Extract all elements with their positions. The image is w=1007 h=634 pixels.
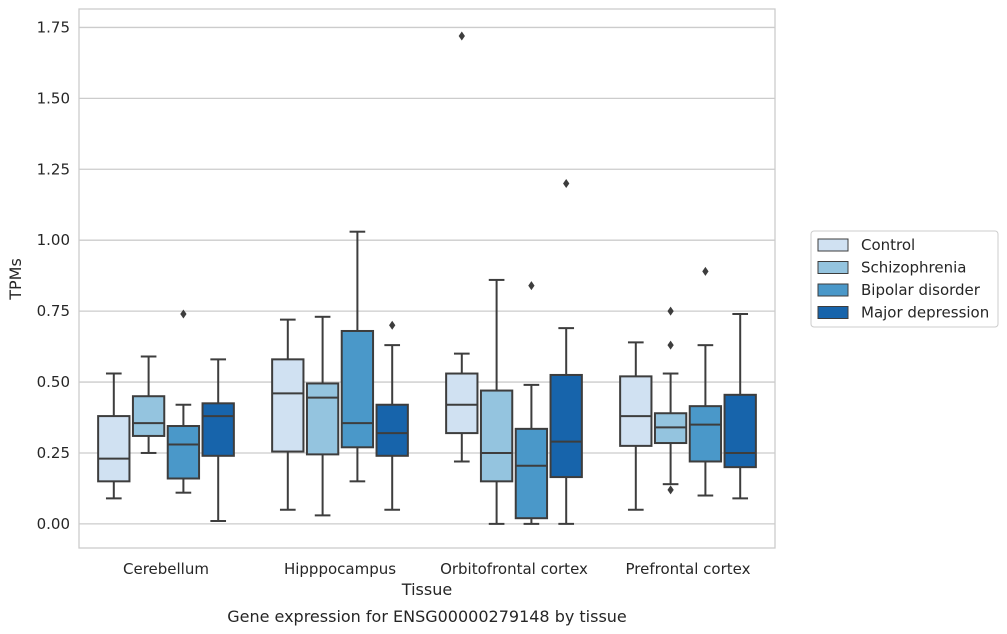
legend-item: Major depression [817, 304, 989, 322]
outlier-point [389, 320, 396, 330]
series-bipolar-disorder [166, 230, 723, 525]
box-body [723, 393, 757, 469]
legend-item: Bipolar disorder [817, 281, 981, 299]
x-axis-ticks: Cerebellum Hipppocampus Orbitofrontal cort… [123, 560, 751, 578]
y-tick-label: 1.50 [37, 89, 70, 107]
box-body [271, 358, 305, 453]
x-tick-label: Hipppocampus [284, 560, 396, 578]
legend-swatch [817, 261, 849, 274]
box-body [97, 415, 131, 483]
legend-item: Schizophrenia [817, 259, 966, 277]
box-body [340, 329, 375, 449]
box [688, 266, 723, 497]
box [619, 341, 653, 511]
y-axis-label: TPMs [6, 258, 25, 301]
outlier-point [667, 306, 674, 316]
x-tick-label: Orbitofrontal cortex [440, 560, 588, 578]
legend-swatch [817, 238, 849, 252]
box [514, 281, 549, 525]
series-control [97, 31, 653, 511]
y-tick-label: 0.25 [37, 444, 70, 462]
series-schizophrenia [131, 278, 688, 525]
y-tick-label: 1.25 [37, 160, 70, 178]
legend-label: Control [861, 236, 915, 254]
outlier-point [667, 485, 674, 495]
box [375, 320, 409, 511]
box-body [688, 405, 723, 463]
x-axis-label: Tissue [401, 580, 452, 599]
legend-frame [810, 230, 999, 328]
y-tick-label: 0.50 [37, 373, 70, 391]
box-body [619, 375, 653, 447]
outlier-point [528, 281, 535, 291]
legend-item: Control [817, 236, 915, 254]
box-body [166, 425, 201, 480]
legend-label: Bipolar disorder [861, 281, 981, 299]
box-body [514, 427, 549, 520]
box-series [97, 31, 757, 525]
plot-frame [78, 8, 776, 549]
outlier-point [702, 266, 709, 276]
box [271, 318, 305, 511]
box [97, 372, 131, 500]
box [201, 358, 235, 523]
legend-label: Major depression [861, 304, 989, 322]
outlier-point [458, 31, 465, 41]
legend-label: Schizophrenia [861, 259, 966, 277]
outlier-point [563, 178, 570, 188]
chart-caption: Gene expression for ENSG00000279148 by t… [227, 607, 627, 626]
y-tick-label: 0.75 [37, 302, 70, 320]
x-tick-label: Cerebellum [123, 560, 209, 578]
y-tick-label: 1.00 [37, 231, 70, 249]
box [340, 230, 375, 483]
box [131, 355, 166, 454]
box-body [375, 403, 409, 457]
legend-swatch [817, 306, 849, 319]
legend: Control Schizophrenia Bipolar disorder Majo… [810, 230, 999, 328]
box [445, 31, 479, 463]
y-tick-label: 0.00 [37, 515, 70, 533]
box [166, 309, 201, 494]
y-axis-ticks: 0.00 0.25 0.50 0.75 1.00 1.25 1.50 1.75 [37, 18, 70, 532]
outlier-point [667, 340, 674, 350]
x-tick-label: Prefrontal cortex [626, 560, 751, 578]
box [305, 315, 340, 517]
outlier-point [180, 309, 187, 319]
box [723, 312, 757, 500]
legend-swatch [817, 283, 849, 297]
box-body [201, 402, 235, 457]
box-body [305, 382, 340, 456]
box [549, 178, 583, 525]
box-body [549, 373, 583, 479]
series-major-depression [201, 178, 757, 525]
y-tick-label: 1.75 [37, 18, 70, 36]
box-body [445, 372, 479, 435]
box [653, 306, 688, 495]
box [479, 278, 514, 525]
box-body [479, 389, 514, 483]
box-body [131, 395, 166, 437]
